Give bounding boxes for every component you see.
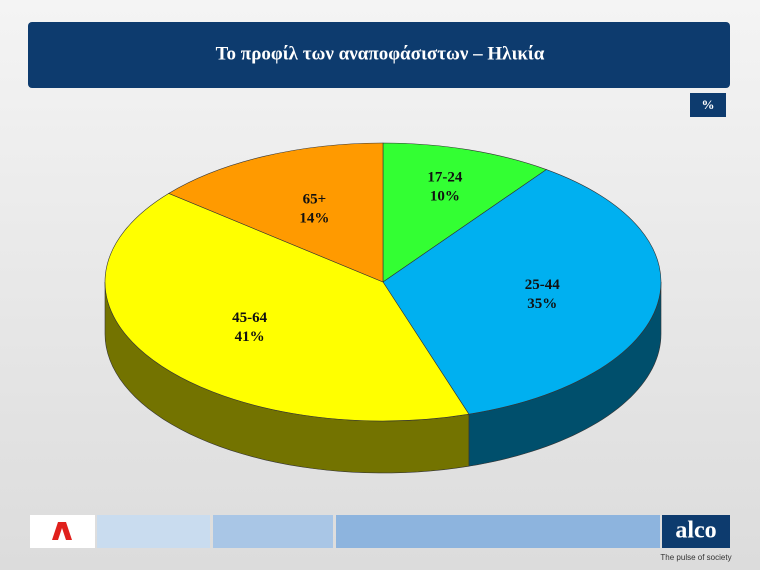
slice — [104, 193, 470, 422]
brand-box — [662, 515, 730, 548]
logo-box — [30, 515, 95, 548]
slice — [382, 169, 662, 415]
brand: alco — [675, 518, 716, 544]
category-label: 45-64 — [232, 310, 267, 326]
pie: 17-24 10% 25-44 35% 45-64 41% 65+ 14% — [104, 142, 662, 474]
logo — [52, 522, 72, 540]
category-label: 17-24 — [427, 169, 462, 185]
unit-label: % — [702, 97, 715, 112]
category-label: 25-44 — [525, 277, 560, 293]
slice — [382, 142, 548, 283]
data-label: 14% — [299, 210, 329, 226]
slice — [168, 142, 384, 283]
chart-title: Το προφίλ των αναποφάσιστων – Ηλικία — [216, 43, 545, 64]
footer: alco The pulse of society — [30, 515, 732, 562]
footer-bar — [336, 515, 660, 548]
category-label: 65+ — [303, 191, 327, 207]
title-bar — [28, 22, 730, 88]
footer-bar — [97, 515, 210, 548]
data-label: 10% — [430, 188, 460, 204]
unit-badge — [690, 93, 726, 117]
footer-bar — [213, 515, 333, 548]
data-label: 41% — [235, 329, 265, 345]
data-label: 35% — [527, 296, 557, 312]
tagline: The pulse of society — [660, 553, 731, 562]
